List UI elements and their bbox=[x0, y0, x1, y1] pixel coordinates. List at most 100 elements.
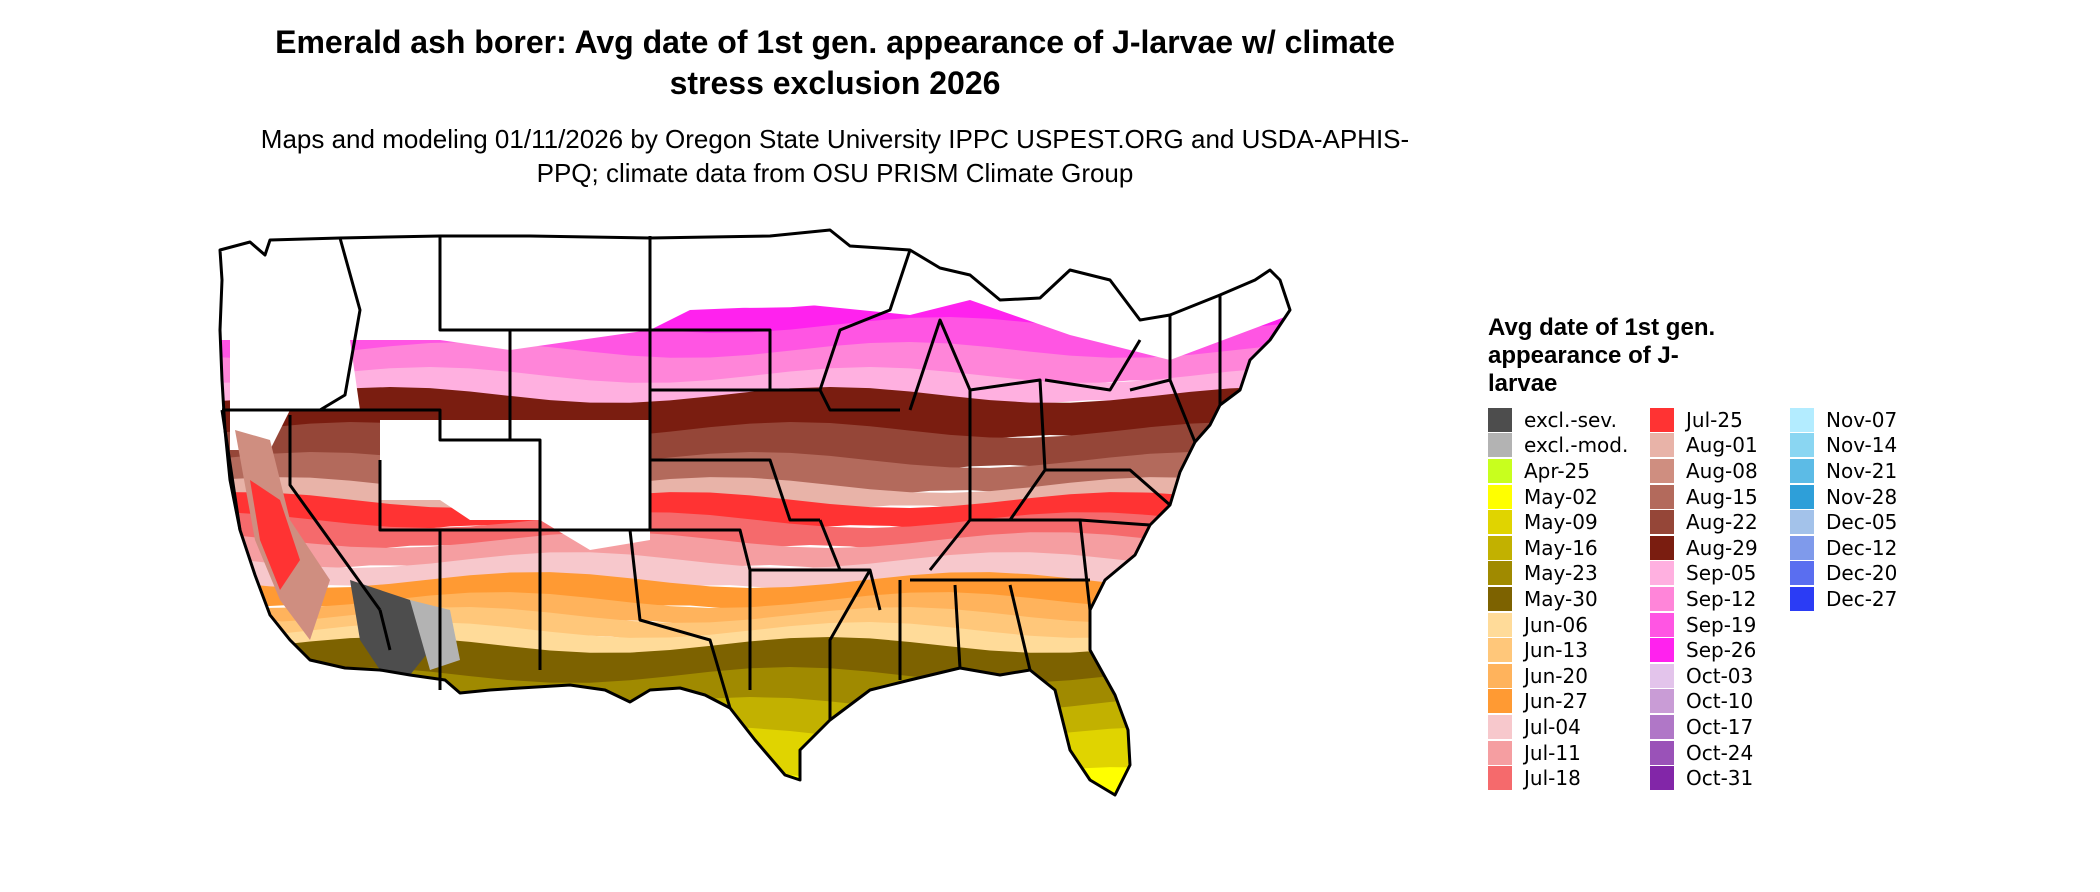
legend-item: May-02 bbox=[1488, 484, 1628, 510]
legend-item: Nov-21 bbox=[1790, 458, 1897, 484]
legend-label: May-30 bbox=[1524, 586, 1598, 611]
legend-item: Sep-05 bbox=[1650, 561, 1758, 587]
legend-swatch bbox=[1650, 586, 1674, 611]
legend-item: Sep-26 bbox=[1650, 637, 1758, 663]
legend-label: May-02 bbox=[1524, 484, 1598, 509]
legend-label: Nov-14 bbox=[1826, 433, 1898, 458]
legend-column: excl.-sev. excl.-mod. Apr-25 May-02 May-09 Ma… bbox=[1488, 407, 1628, 791]
legend-swatch bbox=[1650, 510, 1674, 535]
raster-excluded-moderate bbox=[410, 600, 460, 670]
legend-label: Jul-04 bbox=[1524, 714, 1581, 739]
legend-swatch bbox=[1488, 586, 1512, 611]
legend-swatch bbox=[1488, 433, 1512, 458]
legend-label: Aug-29 bbox=[1686, 535, 1758, 560]
legend-label: Jun-20 bbox=[1524, 663, 1588, 688]
legend-label: Oct-24 bbox=[1686, 740, 1754, 765]
legend-swatch bbox=[1650, 766, 1674, 791]
legend-swatch bbox=[1650, 458, 1674, 483]
legend-item: Jun-27 bbox=[1488, 689, 1628, 715]
legend-item: excl.-mod. bbox=[1488, 433, 1628, 459]
legend-swatch bbox=[1488, 561, 1512, 586]
legend-label: Jun-27 bbox=[1524, 689, 1588, 714]
legend-item: Oct-24 bbox=[1650, 740, 1758, 766]
legend-swatch bbox=[1488, 740, 1512, 765]
legend-swatch bbox=[1488, 510, 1512, 535]
legend-item: Oct-10 bbox=[1650, 689, 1758, 715]
legend-item: Nov-07 bbox=[1790, 407, 1897, 433]
us-phenology-map bbox=[218, 228, 1292, 797]
legend-label: Nov-21 bbox=[1826, 458, 1898, 483]
legend-item: Dec-20 bbox=[1790, 561, 1897, 587]
legend-label: Dec-05 bbox=[1826, 510, 1898, 535]
legend-item: Oct-17 bbox=[1650, 714, 1758, 740]
legend-swatch bbox=[1650, 663, 1674, 688]
legend-item: Aug-08 bbox=[1650, 458, 1758, 484]
legend-swatch bbox=[1650, 714, 1674, 739]
legend-label: Nov-28 bbox=[1826, 484, 1898, 509]
legend-item: May-30 bbox=[1488, 586, 1628, 612]
legend-item: Dec-05 bbox=[1790, 509, 1897, 535]
legend-label: Oct-17 bbox=[1686, 714, 1754, 739]
legend-swatch bbox=[1790, 458, 1814, 483]
legend-label: May-23 bbox=[1524, 561, 1598, 586]
legend-swatch bbox=[1488, 484, 1512, 509]
raster-excluded-severe bbox=[350, 580, 430, 675]
legend-swatch bbox=[1790, 561, 1814, 586]
legend-item: Jul-25 bbox=[1650, 407, 1758, 433]
legend-swatch bbox=[1790, 586, 1814, 611]
legend-label: Aug-15 bbox=[1686, 484, 1758, 509]
legend-swatch bbox=[1790, 535, 1814, 560]
legend-label: Sep-26 bbox=[1686, 638, 1757, 663]
legend-item: Apr-25 bbox=[1488, 458, 1628, 484]
legend-item: Nov-14 bbox=[1790, 433, 1897, 459]
legend-swatch bbox=[1488, 766, 1512, 791]
legend-label: Aug-22 bbox=[1686, 510, 1758, 535]
legend-label: Aug-08 bbox=[1686, 458, 1758, 483]
raster-central-valley bbox=[250, 480, 300, 590]
legend-swatch bbox=[1488, 458, 1512, 483]
legend-item: Sep-19 bbox=[1650, 612, 1758, 638]
legend-swatch bbox=[1488, 535, 1512, 560]
legend-item: Jul-04 bbox=[1488, 714, 1628, 740]
legend-item: Sep-12 bbox=[1650, 586, 1758, 612]
legend-swatch bbox=[1790, 484, 1814, 509]
legend-item: excl.-sev. bbox=[1488, 407, 1628, 433]
legend-label: Aug-01 bbox=[1686, 433, 1758, 458]
legend-label: Oct-31 bbox=[1686, 766, 1754, 791]
legend-item: Aug-29 bbox=[1650, 535, 1758, 561]
legend-item: Oct-03 bbox=[1650, 663, 1758, 689]
raster-unmodelled-rockies bbox=[380, 420, 650, 550]
legend-item: May-23 bbox=[1488, 561, 1628, 587]
legend-label: excl.-sev. bbox=[1524, 407, 1617, 432]
legend-label: May-09 bbox=[1524, 510, 1598, 535]
legend-title: Avg date of 1st gen. appearance of J-lar… bbox=[1488, 314, 1716, 397]
legend-item: Dec-12 bbox=[1790, 535, 1897, 561]
legend-label: Jul-25 bbox=[1686, 407, 1743, 432]
legend-swatch bbox=[1650, 612, 1674, 637]
legend-item: Jun-13 bbox=[1488, 637, 1628, 663]
legend-label: Sep-05 bbox=[1686, 561, 1757, 586]
legend-item: Jun-20 bbox=[1488, 663, 1628, 689]
legend-column: Nov-07 Nov-14 Nov-21 Nov-28 Dec-05 Dec-12 Dec-… bbox=[1790, 407, 1897, 612]
legend-swatch bbox=[1790, 407, 1814, 432]
legend-label: Sep-12 bbox=[1686, 586, 1757, 611]
legend-label: Jul-18 bbox=[1524, 766, 1581, 791]
legend-swatch bbox=[1790, 510, 1814, 535]
legend-swatch bbox=[1488, 714, 1512, 739]
legend-label: May-16 bbox=[1524, 535, 1598, 560]
legend-item: Jun-06 bbox=[1488, 612, 1628, 638]
legend-label: Jun-06 bbox=[1524, 612, 1588, 637]
legend-label: Apr-25 bbox=[1524, 458, 1590, 483]
legend-swatch bbox=[1650, 407, 1674, 432]
legend-swatch bbox=[1488, 407, 1512, 432]
legend-item: Jul-11 bbox=[1488, 740, 1628, 766]
legend-label: Dec-20 bbox=[1826, 561, 1898, 586]
legend-item: Jul-18 bbox=[1488, 765, 1628, 791]
legend-swatch bbox=[1488, 663, 1512, 688]
raster-unmodelled-northwest bbox=[230, 340, 360, 450]
legend-item: Aug-22 bbox=[1650, 509, 1758, 535]
legend-swatch bbox=[1650, 689, 1674, 714]
legend-column: Jul-25 Aug-01 Aug-08 Aug-15 Aug-22 Aug-29 Sep-… bbox=[1650, 407, 1758, 791]
legend-item: Dec-27 bbox=[1790, 586, 1897, 612]
raster-band bbox=[220, 767, 1290, 795]
